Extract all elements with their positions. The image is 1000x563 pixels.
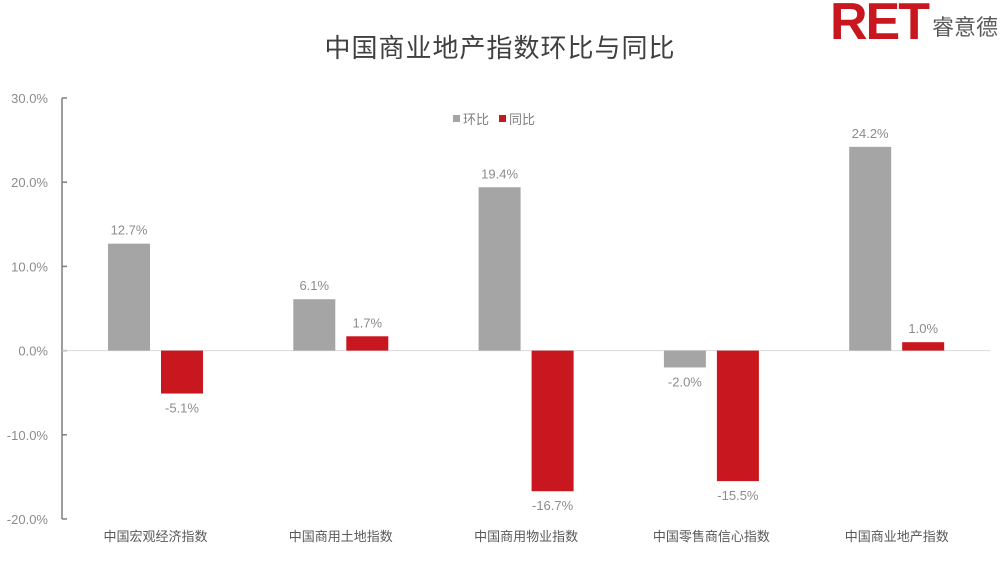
category-label: 中国宏观经济指数 (103, 530, 207, 545)
category-label: 中国商业地产指数 (845, 530, 949, 545)
y-tick-label: 20.0% (11, 175, 48, 190)
data-label: -5.1% (165, 401, 199, 416)
chart-legend: 环比 同比 (453, 109, 545, 128)
data-label: 19.4% (481, 166, 518, 181)
y-tick-label: 10.0% (11, 259, 48, 274)
bar-mom (478, 187, 521, 351)
category-label: 中国商用物业指数 (474, 530, 578, 545)
brand-logo: RET 睿意德 (829, 0, 998, 51)
bar-yoy (161, 350, 203, 394)
data-label: -15.5% (717, 488, 759, 503)
bar-mom (849, 146, 892, 351)
category-label: 中国零售商信心指数 (653, 529, 770, 545)
data-label: 6.1% (299, 278, 329, 293)
bars (108, 146, 945, 492)
data-label: 1.0% (908, 321, 938, 336)
bar-yoy (716, 350, 759, 482)
data-label: -2.0% (668, 374, 702, 389)
bar-mom (108, 243, 150, 351)
legend-swatch-yoy (499, 115, 507, 122)
logo-text: 睿意德 (931, 16, 998, 41)
data-label: -16.7% (532, 498, 574, 513)
bar-yoy (346, 336, 389, 351)
logo-mark: RET (829, 0, 930, 51)
chart-title: 中国商业地产指数环比与同比 (324, 34, 676, 64)
bar-yoy (531, 350, 574, 492)
y-axis: 30.0% 20.0% 10.0% 0.0% -10.0% -20.0% (7, 91, 990, 527)
legend-label-yoy: 同比 (509, 113, 536, 128)
legend-swatch-mom (453, 115, 460, 122)
bar-mom (663, 350, 706, 368)
legend-item-yoy: 同比 (499, 109, 535, 128)
y-tick-label: -20.0% (7, 512, 49, 527)
legend-item-mom: 环比 (453, 109, 489, 128)
legend-label-mom: 环比 (463, 113, 490, 128)
data-label: 1.7% (352, 315, 382, 330)
y-tick-label: 0.0% (18, 344, 48, 359)
data-label: 24.2% (852, 126, 889, 141)
category-labels: 中国宏观经济指数 中国商用土地指数 中国商用物业指数 中国零售商信心指数 中国商业地产指… (103, 529, 948, 545)
category-label: 中国商用土地指数 (289, 530, 393, 545)
bar-yoy (902, 342, 945, 351)
y-tick-label: -10.0% (7, 428, 49, 443)
bar-mom (293, 299, 336, 351)
y-tick-label: 30.0% (11, 91, 48, 106)
data-label: 12.7% (111, 223, 148, 238)
data-labels: 12.7% -5.1% 6.1% 1.7% 19.4% -16.7% -2.0% -15.5%… (111, 126, 939, 513)
